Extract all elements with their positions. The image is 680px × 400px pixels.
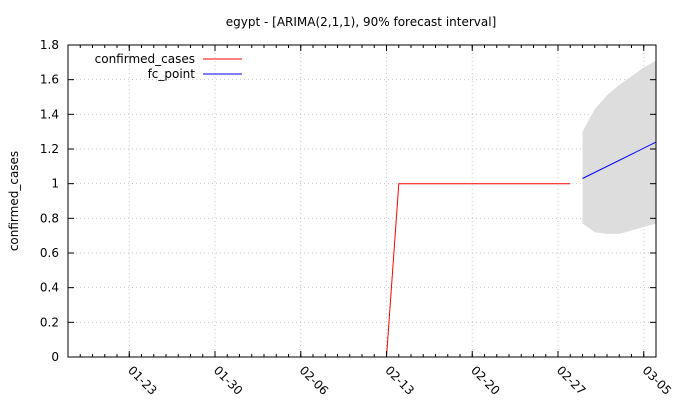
legend-label: fc_point — [148, 67, 196, 81]
y-tick-label: 0.8 — [40, 211, 59, 225]
x-tick-label: 03-05 — [640, 363, 675, 398]
x-tick-label: 02-06 — [297, 363, 332, 398]
series-line-fc-point — [582, 141, 657, 179]
x-tick-label: 01-23 — [125, 363, 160, 398]
series-lines — [386, 141, 657, 358]
y-tick-label: 1 — [51, 177, 59, 191]
forecast-interval-band — [582, 60, 656, 234]
x-tick-label: 01-30 — [211, 363, 246, 398]
chart-title: egypt - [ARIMA(2,1,1), 90% forecast inte… — [226, 15, 497, 29]
y-tick-label: 1.4 — [40, 107, 59, 121]
y-axis-label: confirmed_cases — [7, 151, 21, 251]
x-tick-label: 02-27 — [554, 363, 589, 398]
y-tick-label: 1.6 — [40, 73, 59, 87]
y-tick-label: 0.4 — [40, 281, 59, 295]
x-tick-label: 02-20 — [468, 363, 503, 398]
y-tick-label: 1.8 — [40, 38, 59, 52]
y-tick-label: 0.2 — [40, 315, 59, 329]
forecast-interval-area — [582, 60, 656, 234]
legend-label: confirmed_cases — [95, 52, 195, 66]
y-tick-label: 0 — [51, 350, 59, 364]
grid — [68, 45, 656, 357]
plot-frame — [67, 44, 657, 358]
axis-ticks: 0 0.2 0.4 0.6 0.8 1 1.2 1.4 1.6 1.8 01-23 01-30 02-0… — [40, 38, 674, 398]
y-tick-label: 1.2 — [40, 142, 59, 156]
x-tick-label: 02-13 — [382, 363, 417, 398]
series-line-confirmed-cases — [386, 183, 571, 358]
y-tick-label: 0.6 — [40, 246, 59, 260]
